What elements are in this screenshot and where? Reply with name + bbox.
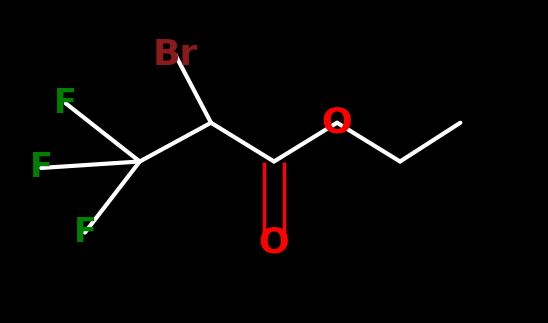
Text: F: F <box>73 216 96 249</box>
Text: O: O <box>259 225 289 259</box>
Text: F: F <box>54 87 77 120</box>
Text: Br: Br <box>153 38 198 72</box>
Text: O: O <box>322 106 352 140</box>
Text: F: F <box>30 151 53 184</box>
